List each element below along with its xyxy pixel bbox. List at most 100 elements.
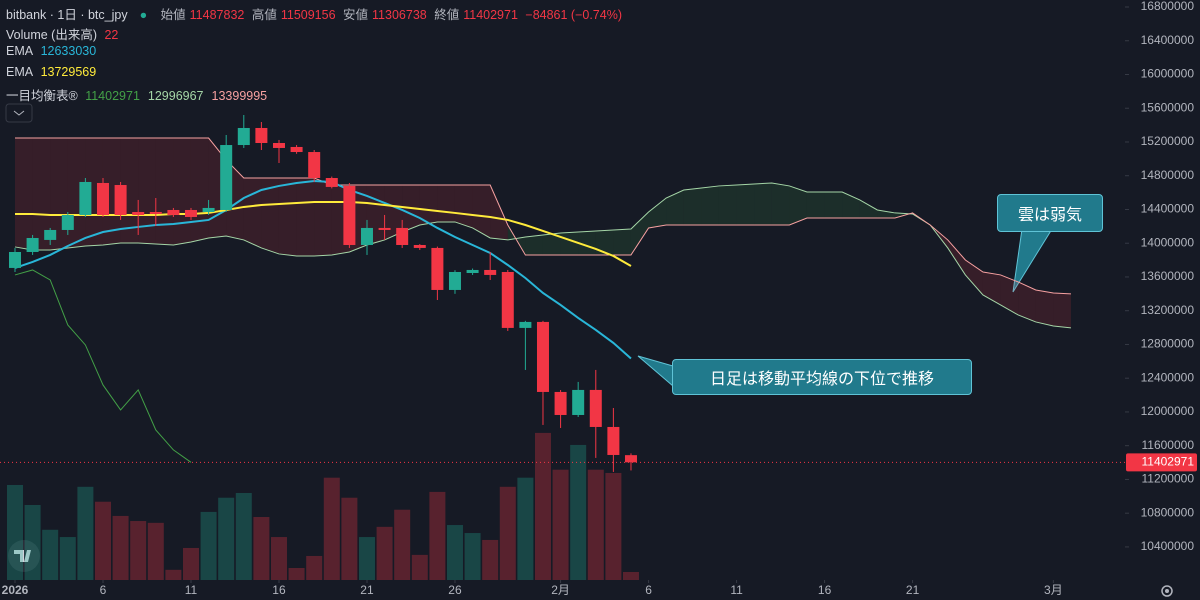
legend-label: 一目均衡表® bbox=[6, 89, 78, 103]
legend-ichimoku: 一目均衡表® 11402971 12996967 13399995 bbox=[6, 85, 275, 104]
volume-bar bbox=[130, 521, 147, 580]
x-tick-label: 26 bbox=[448, 583, 462, 597]
volume-bar bbox=[622, 571, 639, 580]
legend-label: EMA bbox=[6, 65, 34, 79]
cloud-fill bbox=[683, 187, 702, 225]
candle-body bbox=[202, 207, 215, 213]
legend-value: 13729569 bbox=[40, 65, 97, 79]
x-tick-label: 2月 bbox=[551, 583, 570, 597]
cloud-fill bbox=[1035, 289, 1054, 326]
settings-icon[interactable] bbox=[1161, 585, 1173, 597]
candle-body bbox=[184, 209, 197, 217]
candle-body bbox=[413, 244, 426, 248]
legend-volume: Volume (出来高) 22 bbox=[6, 24, 122, 43]
cloud-fill bbox=[789, 185, 807, 225]
cloud-fill bbox=[1018, 281, 1036, 322]
x-tick-label: 16 bbox=[818, 583, 832, 597]
logo-mark bbox=[14, 550, 31, 562]
cloud-fill bbox=[736, 183, 755, 225]
candle-body bbox=[360, 227, 373, 245]
open-value: 11487832 bbox=[189, 8, 245, 22]
y-tick-label: 14800000 bbox=[1141, 168, 1195, 182]
volume-bar bbox=[411, 554, 428, 580]
candle-body bbox=[501, 271, 514, 328]
volume-bar bbox=[376, 526, 393, 580]
volume-bar bbox=[358, 537, 375, 580]
candle-body bbox=[308, 152, 321, 179]
volume-bar bbox=[288, 567, 305, 580]
volume-bar bbox=[323, 477, 340, 580]
cloud-fill bbox=[261, 178, 279, 254]
x-tick-label: 11 bbox=[185, 583, 198, 597]
volume-bar bbox=[429, 491, 446, 580]
y-tick-label: 13200000 bbox=[1141, 303, 1195, 317]
cloud-fill bbox=[243, 178, 262, 248]
close-label: 終値 bbox=[434, 8, 460, 22]
candle-body bbox=[237, 127, 250, 146]
volume-bar bbox=[534, 432, 551, 580]
legend-value: 11402971 bbox=[85, 89, 140, 103]
candle-body bbox=[167, 209, 180, 215]
candle-body bbox=[572, 389, 585, 415]
y-tick-label: 10800000 bbox=[1141, 505, 1195, 519]
candle-body bbox=[396, 227, 409, 245]
y-tick-label: 15200000 bbox=[1141, 134, 1195, 148]
cloud-fill bbox=[190, 138, 209, 242]
y-tick-label: 11200000 bbox=[1142, 472, 1195, 486]
cloud-fill bbox=[771, 182, 790, 225]
volume-bar bbox=[570, 444, 587, 580]
last-price-tag bbox=[1126, 453, 1197, 472]
cloud-fill bbox=[1000, 274, 1019, 315]
volume-bar bbox=[165, 569, 182, 580]
candle-body bbox=[431, 247, 444, 290]
cloud-fill bbox=[102, 138, 121, 245]
cloud-fill bbox=[419, 185, 438, 225]
y-tick-label: 16800000 bbox=[1141, 0, 1195, 13]
volume-bar bbox=[464, 533, 481, 580]
cloud-fill bbox=[718, 185, 737, 225]
candle-body bbox=[378, 227, 391, 230]
y-tick-label: 13600000 bbox=[1141, 269, 1195, 283]
chevron-icon bbox=[13, 110, 25, 116]
cloud-fill bbox=[384, 185, 403, 240]
volume-bar bbox=[394, 509, 411, 580]
high-value: 11509156 bbox=[280, 8, 336, 22]
candle-body bbox=[448, 271, 461, 290]
volume-bar bbox=[24, 505, 41, 580]
cloud-fill bbox=[648, 198, 667, 228]
volume-bar bbox=[42, 529, 59, 580]
lagging-line bbox=[14, 269, 192, 463]
y-tick-label: 14400000 bbox=[1141, 202, 1195, 216]
span-b-line bbox=[14, 137, 1071, 295]
candle-body bbox=[255, 127, 268, 143]
candle-body bbox=[132, 212, 145, 215]
status-dot: ● bbox=[139, 8, 148, 22]
header: bitbank · 1日 · btc_jpy ● 始値 11487832 高値 115… bbox=[6, 4, 626, 23]
legend-value: 12633030 bbox=[40, 44, 97, 58]
cloud-fill bbox=[630, 212, 649, 255]
candle-body bbox=[44, 229, 57, 240]
change: −84861 (−0.74%) bbox=[525, 8, 622, 22]
cloud-fill bbox=[806, 192, 825, 218]
candle-body bbox=[79, 181, 92, 215]
legend-value: 22 bbox=[104, 28, 119, 42]
ema-line bbox=[14, 200, 632, 267]
symbol: bitbank · 1日 · btc_jpy bbox=[6, 8, 128, 22]
volume-bar bbox=[218, 497, 235, 580]
x-tick-label: 6 bbox=[100, 583, 107, 597]
cloud-fill bbox=[525, 234, 543, 255]
settings-icon-center bbox=[1165, 589, 1169, 593]
cloud-fill bbox=[173, 138, 191, 245]
cloud-fill bbox=[613, 228, 631, 255]
y-tick-label: 15600000 bbox=[1141, 100, 1195, 114]
x-tick-label: 11 bbox=[730, 583, 743, 597]
volume-bar bbox=[552, 469, 569, 580]
volume-bar bbox=[605, 472, 622, 580]
volume-bar bbox=[587, 469, 604, 580]
volume-bar bbox=[77, 486, 94, 580]
volume-bar bbox=[112, 515, 129, 580]
collapse-button[interactable] bbox=[5, 103, 33, 123]
candle-body bbox=[220, 145, 233, 210]
candle-body bbox=[466, 269, 479, 274]
